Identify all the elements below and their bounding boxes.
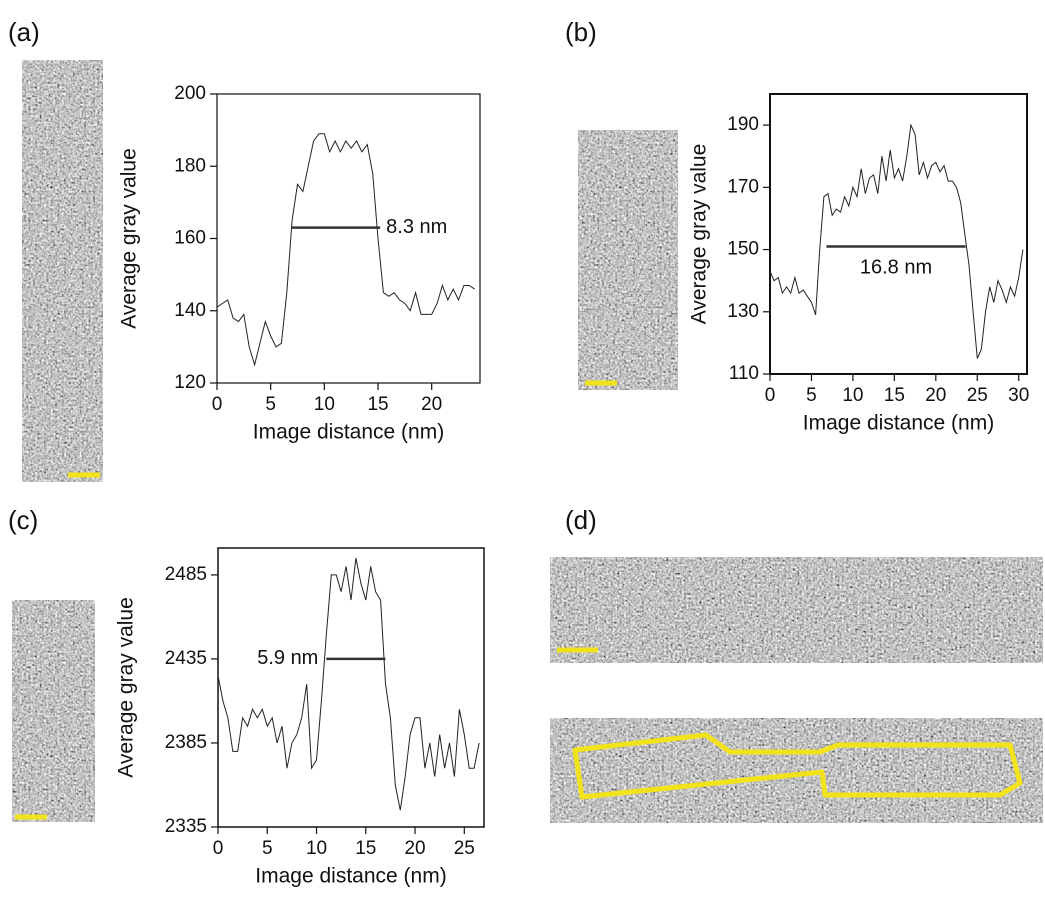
x-axis-label: Image distance (nm) <box>255 865 446 888</box>
y-tick-label: 2435 <box>165 648 207 669</box>
y-axis-label: Average gray value <box>688 144 711 325</box>
profile-line <box>216 133 475 367</box>
x-tick-label: 5 <box>265 394 276 415</box>
y-tick-label: 120 <box>174 372 206 393</box>
x-tick-label: 25 <box>454 838 475 859</box>
x-tick-label: 10 <box>842 385 863 406</box>
panel-label: (b) <box>565 17 597 47</box>
y-axis-label: Average gray value <box>118 148 141 329</box>
outline <box>572 732 1023 800</box>
x-tick-label: 5 <box>262 838 273 859</box>
x-tick-label: 20 <box>925 385 946 406</box>
y-tick-label: 140 <box>174 300 206 321</box>
y-tick-label: 150 <box>727 239 759 260</box>
y-tick-label: 110 <box>729 363 759 384</box>
y-axis-label: Average gray value <box>115 597 138 778</box>
annotation: 5.9 nm <box>257 647 318 669</box>
micrograph <box>550 718 1043 823</box>
y-tick-label: 190 <box>727 114 759 135</box>
x-tick-label: 0 <box>212 394 223 415</box>
x-tick-label: 0 <box>765 385 776 406</box>
panel-label: (a) <box>8 17 40 47</box>
y-tick-label: 200 <box>174 83 206 104</box>
x-tick-label: 10 <box>314 394 335 415</box>
x-axis-label: Image distance (nm) <box>253 421 444 444</box>
y-tick-label: 160 <box>174 228 206 249</box>
profile-line <box>217 558 480 811</box>
x-tick-label: 30 <box>1008 385 1029 406</box>
micrograph <box>550 557 1043 663</box>
micrograph <box>12 600 95 822</box>
x-tick-label: 0 <box>213 838 224 859</box>
x-tick-label: 5 <box>806 385 817 406</box>
y-tick-label: 130 <box>727 301 759 322</box>
panel-label: (d) <box>565 505 597 535</box>
x-tick-label: 20 <box>404 838 425 859</box>
x-tick-label: 15 <box>355 838 376 859</box>
plot-frame <box>216 93 481 384</box>
y-tick-label: 180 <box>174 155 206 176</box>
annotation: 8.3 nm <box>386 216 447 238</box>
x-axis-label: Image distance (nm) <box>803 412 994 435</box>
x-tick-label: 15 <box>367 394 388 415</box>
plot-frame <box>217 547 485 828</box>
micrograph <box>578 130 678 390</box>
profile-line <box>769 123 1024 359</box>
panel-label: (c) <box>8 505 38 535</box>
y-tick-label: 170 <box>727 176 759 197</box>
x-tick-label: 25 <box>967 385 988 406</box>
plot-frame <box>769 93 1028 375</box>
x-tick-label: 15 <box>884 385 905 406</box>
x-tick-label: 20 <box>421 394 442 415</box>
micrograph <box>22 60 103 482</box>
y-tick-label: 2485 <box>165 564 207 585</box>
y-tick-label: 2385 <box>165 732 207 753</box>
y-tick-label: 2335 <box>165 816 207 837</box>
x-tick-label: 10 <box>306 838 327 859</box>
annotation: 16.8 nm <box>860 257 932 279</box>
